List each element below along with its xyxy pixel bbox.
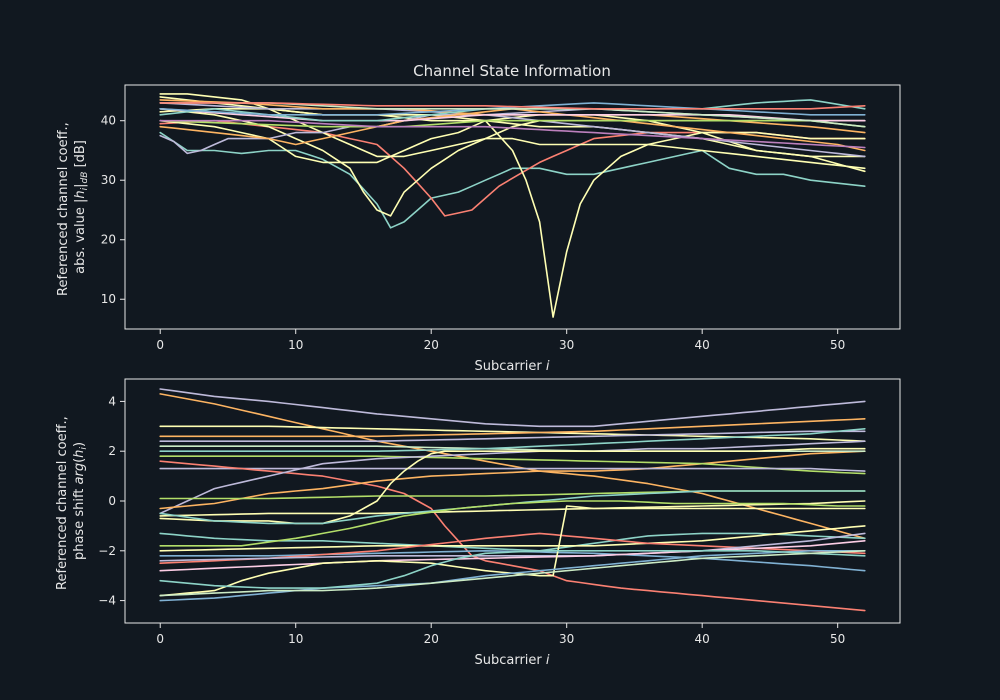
phase-series-line-12: [159, 470, 866, 540]
phase-series-line-9: [159, 467, 866, 472]
magnitude-series-line-12: [159, 119, 866, 128]
magnitude-x-tick-label: 30: [559, 338, 574, 352]
phase-series-line-8: [159, 455, 866, 475]
phase-x-tick-label: 10: [288, 632, 303, 646]
phase-x-tick-label: 30: [559, 632, 574, 646]
magnitude-x-tick-label: 40: [695, 338, 710, 352]
magnitude-y-axis-label: Referenced channel coeff., abs. value |h…: [56, 118, 90, 296]
phase-series-line-23: [159, 539, 866, 572]
phase-x-tick-label: 40: [695, 632, 710, 646]
phase-series-line-27: [159, 549, 866, 597]
chart-title: Channel State Information: [413, 62, 611, 80]
phase-plot: 0 10 20 30 40 50 −4 −2 0 2 4 Subcarrier i Referen…: [55, 378, 901, 668]
phase-series-group: [159, 388, 866, 612]
phase-y-tick-label: 0: [108, 494, 116, 508]
phase-x-ticks: 0 10 20 30 40 50: [156, 623, 845, 646]
phase-series-line-7: [159, 427, 866, 453]
phase-series-line-25: [159, 549, 866, 602]
phase-series-line-4: [159, 417, 866, 438]
magnitude-x-tick-label: 50: [830, 338, 845, 352]
phase-x-tick-label: 20: [424, 632, 439, 646]
phase-y-tick-label: 2: [108, 444, 116, 458]
magnitude-series-line-13: [159, 108, 866, 122]
magnitude-y-tick-label: 30: [101, 173, 116, 187]
phase-series-line-1: [159, 388, 866, 428]
magnitude-y-tick-label: 40: [101, 114, 116, 128]
phase-series-line-10: [159, 460, 866, 612]
magnitude-x-ticks: 0 10 20 30 40 50: [156, 329, 845, 352]
phase-y-axis-label: Referenced channel coeff., phase shift a…: [55, 412, 89, 590]
phase-series-line-19: [159, 525, 866, 552]
phase-y-tick-label: 4: [108, 394, 116, 408]
magnitude-x-tick-label: 10: [288, 338, 303, 352]
phase-y-ticks: −4 −2 0 2 4: [98, 394, 125, 608]
magnitude-series-line-7: [159, 108, 866, 173]
phase-series-line-18: [159, 500, 866, 547]
magnitude-axes-frame: [124, 84, 901, 330]
phase-x-axis-label: Subcarrier i: [474, 653, 549, 668]
magnitude-x-tick-label: 20: [424, 338, 439, 352]
phase-series-line-11: [159, 440, 866, 515]
magnitude-series-line-18: [159, 119, 866, 149]
phase-series-line-26: [159, 549, 866, 589]
phase-series-line-15: [159, 447, 866, 525]
magnitude-y-ticks: 10 20 30 40: [101, 114, 125, 306]
magnitude-plot: 0 10 20 30 40 50 10 20 30 40 Subcarrier i Refere…: [56, 84, 901, 374]
magnitude-y-tick-label: 10: [101, 292, 116, 306]
magnitude-x-tick-label: 0: [156, 338, 164, 352]
magnitude-series-line-17: [159, 102, 866, 110]
phase-y-tick-label: −2: [98, 544, 116, 558]
phase-x-tick-label: 50: [830, 632, 845, 646]
magnitude-series-group: [159, 93, 866, 318]
magnitude-x-axis-label: Subcarrier i: [474, 359, 549, 374]
phase-series-line-22: [159, 532, 866, 562]
magnitude-series-line-5: [159, 93, 866, 170]
magnitude-series-line-8: [159, 114, 866, 158]
phase-series-line-2: [159, 393, 866, 472]
phase-y-tick-label: −4: [98, 594, 116, 608]
phase-series-line-14: [159, 500, 866, 517]
magnitude-series-line-1: [159, 131, 866, 229]
magnitude-y-tick-label: 20: [101, 233, 116, 247]
phase-x-tick-label: 0: [156, 632, 164, 646]
phase-series-line-5: [159, 430, 866, 443]
